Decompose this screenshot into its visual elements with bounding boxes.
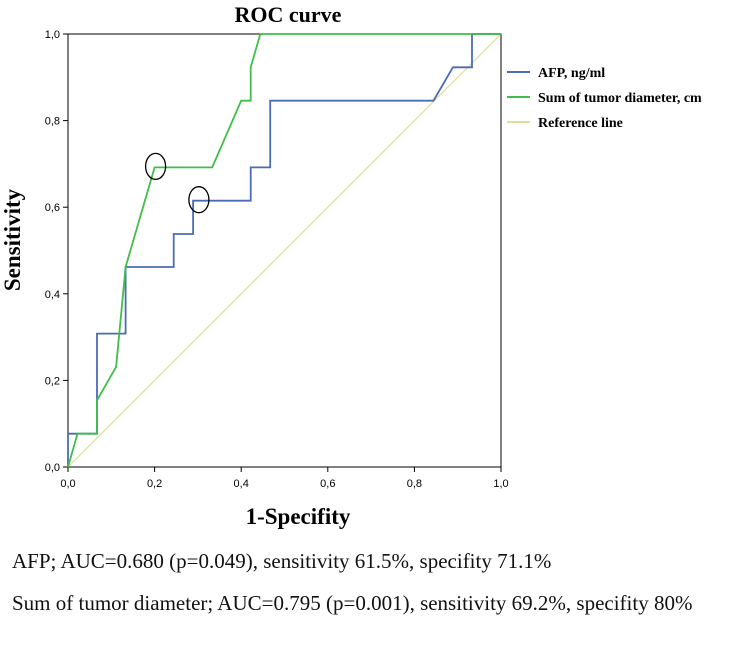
y-tick-label: 0,6 — [45, 202, 60, 214]
x-tick-label: 0,6 — [320, 478, 335, 490]
series-line-reference-line — [67, 33, 502, 468]
y-axis-label: Sensitivity — [0, 188, 25, 291]
x-tick-label: 1,0 — [493, 478, 508, 490]
x-tick-label: 0,0 — [60, 478, 75, 490]
x-axis: 0,0 0,2 0,4 0,6 0,8 1,0 — [60, 467, 509, 490]
annotation-layer — [144, 152, 210, 214]
x-tick-label: 0,8 — [407, 478, 422, 490]
legend: AFP, ng/ml Sum of tumor diameter, cm Refer… — [507, 66, 702, 131]
caption-sum-tumor-diameter: Sum of tumor diameter; AUC=0.795 (p=0.00… — [12, 591, 693, 615]
y-tick-label: 0,4 — [45, 289, 60, 301]
roc-figure: ROC curve 0,0 0,2 0,4 0,6 0,8 1,0 0,00,20,40,… — [0, 2, 702, 529]
x-tick-label: 0,4 — [234, 478, 249, 490]
legend-label: Sum of tumor diameter, cm — [538, 91, 702, 106]
chart-title: ROC curve — [235, 2, 342, 27]
y-axis: 0,0 0,2 0,4 0,6 0,8 1,0 — [45, 29, 68, 474]
series-line-afp-ng-ml — [67, 33, 501, 467]
series-layer — [67, 33, 502, 468]
x-axis-label: 1-Specifity — [246, 504, 351, 529]
y-tick-label: 0,0 — [45, 462, 60, 474]
legend-label: AFP, ng/ml — [538, 66, 605, 81]
caption-afp: AFP; AUC=0.680 (p=0.049), sensitivity 61… — [12, 549, 552, 573]
cutoff-marker-ellipse — [188, 186, 210, 214]
y-tick-label: 0,8 — [45, 116, 60, 128]
y-tick-label: 1,0 — [45, 29, 60, 41]
cutoff-marker-ellipse — [144, 152, 167, 181]
legend-label: Reference line — [538, 116, 623, 131]
y-tick-label: 0,2 — [45, 375, 60, 387]
x-tick-label: 0,2 — [147, 478, 162, 490]
series-line-sum-of-tumor-diameter-cm — [67, 33, 501, 468]
